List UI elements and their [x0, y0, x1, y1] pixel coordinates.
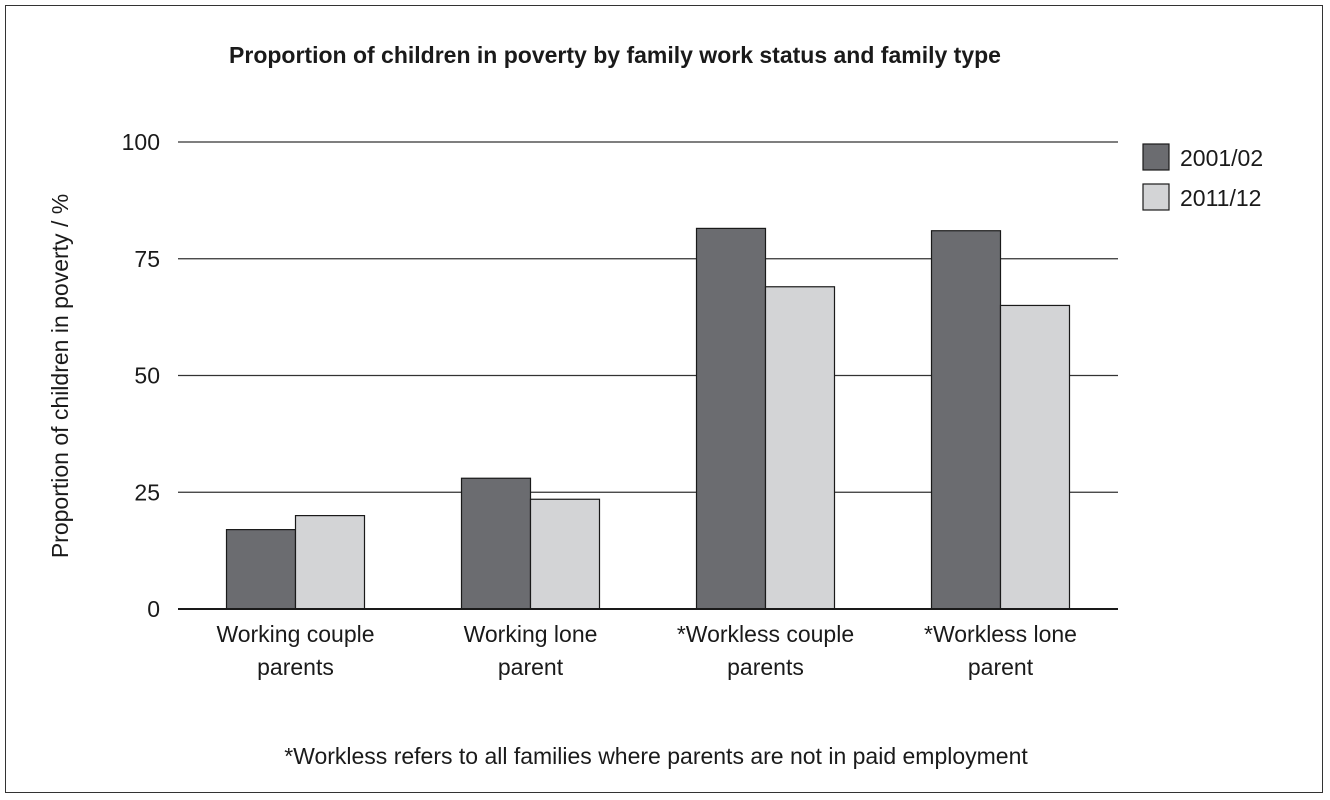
x-tick-label: parent [968, 654, 1034, 680]
y-axis-label: Proportion of children in poverty / % [47, 194, 73, 558]
x-tick-label: parents [727, 654, 804, 680]
bar-2001-02-1 [460, 477, 532, 610]
y-tick-label: 25 [134, 479, 160, 505]
x-tick-label: *Workless lone [924, 621, 1077, 647]
legend-label: 2001/02 [1180, 145, 1263, 171]
bar-2011-12-2 [764, 286, 836, 610]
legend: 2001/02 2011/12 [1142, 143, 1263, 211]
bar-2001-02-3 [930, 230, 1002, 610]
y-tick-label: 50 [134, 363, 160, 389]
y-tick-label: 75 [134, 246, 160, 272]
bars [225, 227, 1071, 610]
bar-2001-02-0 [225, 529, 297, 610]
x-tick-label: parent [498, 654, 564, 680]
y-axis-ticks: 0 25 50 75 100 [122, 129, 160, 622]
x-tick-label: parents [257, 654, 334, 680]
y-tick-label: 0 [147, 596, 160, 622]
legend-swatch [1142, 143, 1170, 171]
x-tick-label: Working lone [464, 621, 598, 647]
legend-label: 2011/12 [1180, 185, 1261, 211]
chart-frame [5, 5, 1323, 793]
x-axis-labels: Working couple parents Working lone parent *… [216, 621, 1077, 680]
bar-2011-12-1 [529, 498, 601, 610]
x-tick-label: Working couple [216, 621, 374, 647]
x-tick-label: *Workless couple [677, 621, 854, 647]
y-tick-label: 100 [122, 129, 160, 155]
chart-title: Proportion of children in poverty by fam… [229, 42, 1001, 68]
bar-2001-02-2 [695, 227, 767, 610]
bar-2011-12-3 [999, 304, 1071, 610]
bar-2011-12-0 [294, 514, 366, 610]
chart-footnote: *Workless refers to all families where p… [284, 743, 1028, 769]
legend-swatch [1142, 183, 1170, 211]
